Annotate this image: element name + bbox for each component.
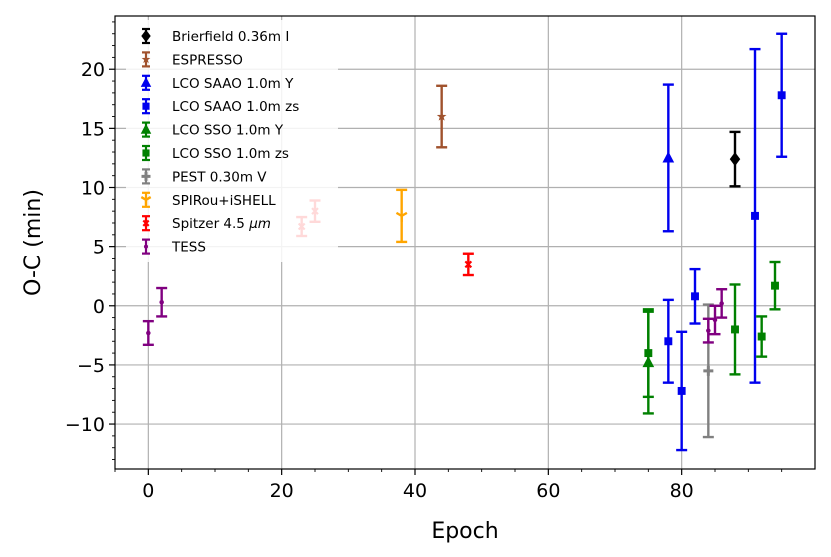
y-tick-label: 0 <box>93 296 105 318</box>
y-tick-label: −10 <box>65 414 105 436</box>
plot-frame <box>114 15 816 470</box>
series-tess <box>142 286 728 347</box>
legend-entry: Brierfield 0.36m I <box>141 27 289 45</box>
series-lco-sso-1-0m-zs <box>642 260 781 399</box>
data-point <box>719 301 724 306</box>
legend-entry: LCO SSO 1.0m Y <box>140 121 284 139</box>
legend-entry: LCO SAAO 1.0m Y <box>140 74 294 92</box>
data-point <box>159 299 164 305</box>
legend-entry: PEST 0.30m V <box>141 168 267 185</box>
data-point <box>777 91 786 100</box>
x-tick-label: 80 <box>670 480 694 502</box>
legend-label: TESS <box>171 240 206 256</box>
legend-label: LCO SAAO 1.0m zs <box>172 99 299 115</box>
data-point <box>729 152 741 167</box>
data-point <box>691 292 699 301</box>
legend-label: ESPRESSO <box>172 52 243 68</box>
legend-marker <box>141 54 151 64</box>
data-point <box>436 111 447 121</box>
legend-entry: LCO SAAO 1.0m zs <box>142 98 299 115</box>
axis-ticks: 0 20 40 60 80 −10 −5 0 5 10 15 20 <box>65 21 783 502</box>
y-tick-label: 10 <box>81 178 105 200</box>
legend-entry: SPIRou+iSHELL <box>140 191 276 209</box>
legend-background <box>126 20 338 262</box>
data-point <box>664 337 673 346</box>
data-point <box>146 330 151 336</box>
data-point <box>662 151 675 163</box>
x-tick-label: 20 <box>270 480 294 502</box>
legend-label: SPIRou+iSHELL <box>172 193 276 209</box>
x-tick-label: 40 <box>403 480 427 502</box>
data-point <box>771 281 779 290</box>
legend-label: Brierfield 0.36m I <box>172 29 289 45</box>
legend-marker <box>141 29 151 43</box>
y-tick-label: −5 <box>77 355 105 377</box>
legend-marker <box>140 123 152 134</box>
legend-marker <box>140 76 152 87</box>
legend-label-unit: μm <box>248 216 271 232</box>
legend-label: LCO SSO 1.0m Y <box>172 123 284 139</box>
y-axis-label: O-C (min) <box>21 189 46 296</box>
series-espresso <box>436 84 448 149</box>
series-spirou-ishell <box>395 188 408 244</box>
series-brierfield-0-36m-i <box>729 130 741 188</box>
data-point <box>464 260 473 269</box>
data-point <box>706 328 711 333</box>
data-point <box>757 332 766 341</box>
legend: Brierfield 0.36m I ESPRESSO LCO SAAO 1.0m … <box>126 20 338 262</box>
y-tick-label: 15 <box>81 118 105 140</box>
y-tick-label: 5 <box>93 237 105 259</box>
legend-entry: ESPRESSO <box>141 51 243 68</box>
legend-marker <box>140 196 152 206</box>
legend-label: Spitzer 4.5 μm <box>172 216 271 232</box>
legend-entry: TESS <box>142 238 206 256</box>
data-point <box>677 386 686 395</box>
x-axis-label: Epoch <box>431 519 498 544</box>
legend-marker <box>143 244 149 249</box>
x-tick-label: 0 <box>142 480 154 502</box>
legend-label: LCO SSO 1.0m zs <box>172 146 289 162</box>
x-tick-label: 60 <box>536 480 560 502</box>
legend-marker <box>141 171 151 181</box>
data-point <box>703 365 714 376</box>
legend-marker <box>142 102 150 110</box>
legend-label: PEST 0.30m V <box>172 169 267 185</box>
series-lco-saao-1-0m-zs <box>662 32 788 452</box>
legend-marker <box>142 219 150 227</box>
data-point <box>644 349 653 358</box>
legend-marker <box>142 149 150 157</box>
series-lco-saao-1-0m-y <box>662 83 675 233</box>
data-point <box>395 211 408 222</box>
data-point <box>751 211 759 220</box>
data-point <box>712 317 718 323</box>
data-point <box>731 325 739 334</box>
legend-entry: LCO SSO 1.0m zs <box>142 144 289 162</box>
y-tick-label: 20 <box>81 59 105 81</box>
legend-label: LCO SAAO 1.0m Y <box>172 76 294 92</box>
legend-entry: Spitzer 4.5 μm <box>142 215 271 232</box>
